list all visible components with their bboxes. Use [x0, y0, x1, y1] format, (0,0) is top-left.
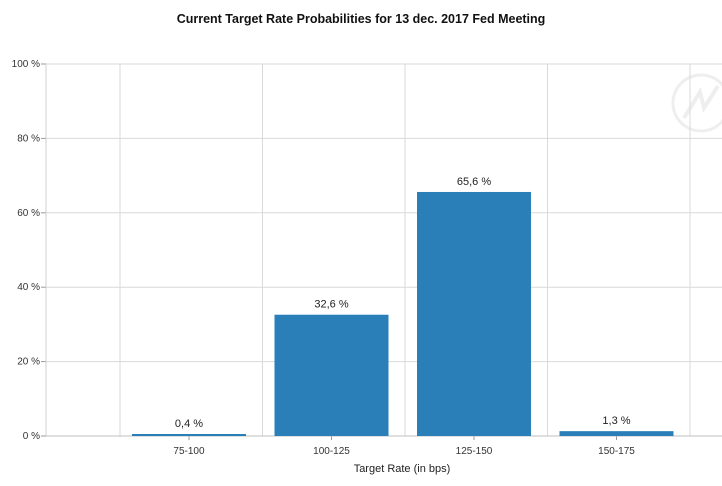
y-tick-label: 60 %: [17, 208, 40, 219]
y-tick-label: 100 %: [12, 59, 40, 70]
bar-150-175: [559, 431, 674, 436]
y-tick-label: 80 %: [17, 133, 40, 144]
data-label: 1,3 %: [602, 415, 630, 427]
x-tick-label: 125-150: [456, 446, 493, 457]
x-axis-title: Target Rate (in bps): [354, 463, 451, 475]
y-tick-label: 40 %: [17, 282, 40, 293]
bar-100-125: [274, 314, 389, 436]
bar-75-100: [132, 434, 246, 436]
bar-125-150: [417, 191, 531, 436]
y-tick-label: 0 %: [23, 431, 40, 442]
x-tick-label: 150-175: [598, 446, 635, 457]
data-label: 0,4 %: [175, 418, 203, 430]
chart-title: Current Target Rate Probabilities for 13…: [176, 12, 546, 26]
data-label: 32,6 %: [314, 299, 348, 311]
data-label: 65,6 %: [457, 176, 491, 188]
x-tick-label: 100-125: [313, 446, 350, 457]
y-tick-label: 20 %: [17, 357, 40, 368]
x-tick-label: 75-100: [173, 446, 205, 457]
watermark-logo-icon: [671, 73, 722, 133]
